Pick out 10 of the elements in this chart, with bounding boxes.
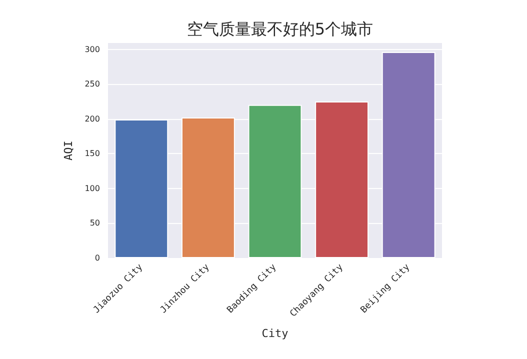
y-axis-title: AQI: [62, 140, 75, 160]
x-axis-title: City: [262, 327, 289, 340]
y-tick-label: 200: [84, 114, 100, 124]
chart-title: 空气质量最不好的5个城市: [186, 20, 374, 38]
y-tick-label: 250: [84, 80, 100, 89]
y-tick-label: 0: [94, 254, 100, 262]
y-tick-label: 50: [90, 218, 100, 228]
y-tick-label: 150: [84, 149, 100, 158]
y-tick-label: 100: [84, 184, 100, 193]
y-tick-label: 300: [84, 44, 100, 54]
